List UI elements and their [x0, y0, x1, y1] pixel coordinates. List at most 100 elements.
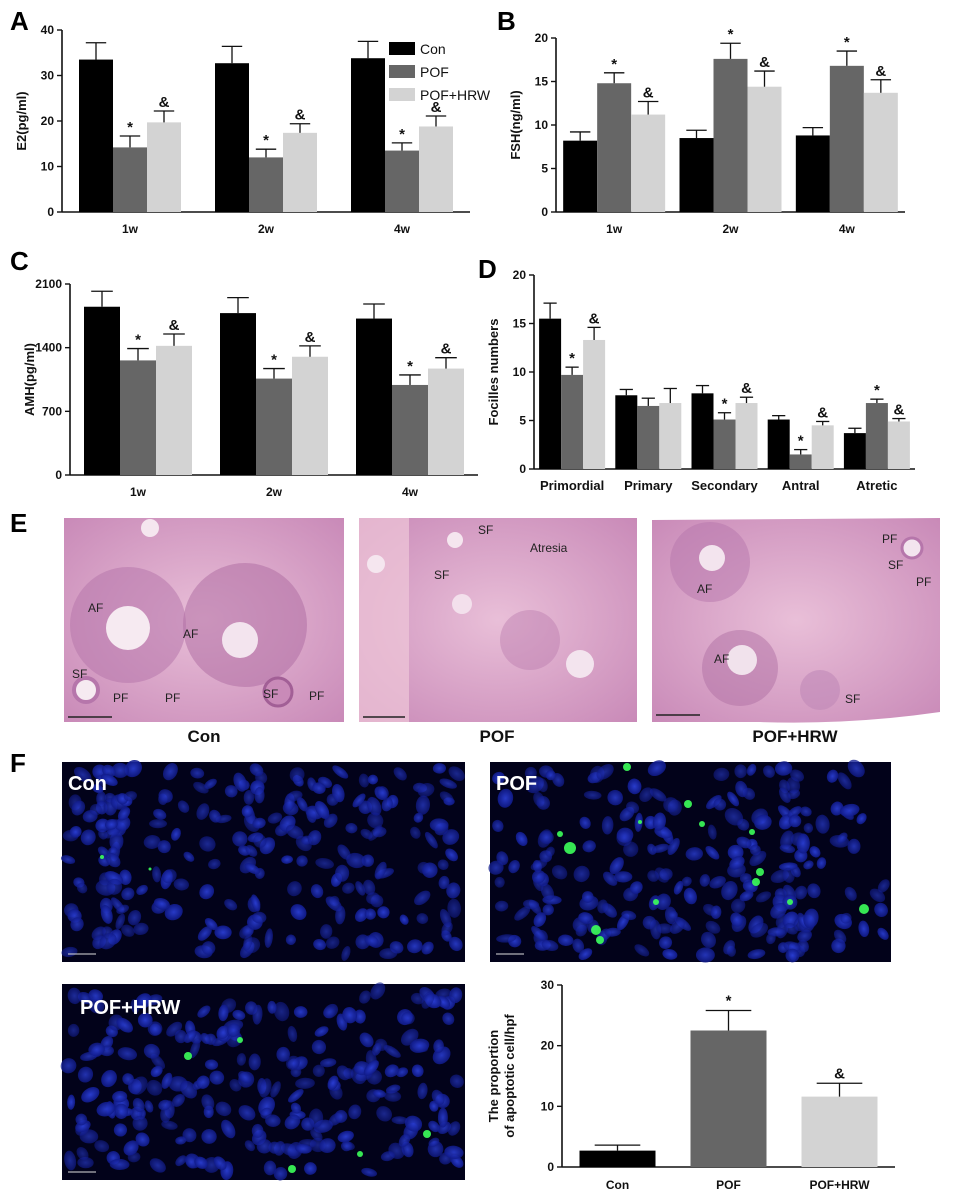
bar-F-Con: [579, 1150, 656, 1167]
nucleus: [803, 860, 814, 870]
nucleus: [639, 787, 654, 803]
nucleus: [166, 1021, 183, 1037]
tunel-image-con: [60, 759, 465, 962]
nucleus: [604, 927, 621, 937]
nucleus: [558, 934, 574, 946]
nucleus: [135, 1132, 150, 1147]
nucleus: [254, 787, 265, 804]
nucleus: [774, 761, 793, 776]
nucleus: [273, 1001, 290, 1022]
nucleus: [746, 763, 757, 776]
nucleus: [782, 867, 795, 883]
nucleus: [218, 1004, 229, 1022]
nucleus: [69, 826, 82, 838]
x-tick-label-B: 2w: [722, 222, 739, 236]
nucleus: [437, 859, 449, 870]
nucleus: [143, 1043, 160, 1059]
y-axis-title-A: E2(pg/ml): [14, 91, 29, 150]
nucleus: [342, 1007, 358, 1024]
nucleus: [200, 1033, 211, 1045]
nucleus: [444, 1145, 464, 1159]
nucleus: [840, 912, 852, 924]
apoptotic-cell: [749, 829, 755, 835]
nucleus: [117, 1047, 138, 1061]
bar-C-4w-POF: [392, 384, 428, 475]
chart-e2: 0 10 20 30 40 E2(pg/ml) * & 1w * & 2w * & 4w: [14, 23, 470, 236]
y-tick-label-B: 0: [541, 205, 548, 219]
x-tick-label-F: POF: [716, 1178, 741, 1192]
apoptotic-cell: [357, 1151, 363, 1157]
nucleus: [60, 855, 76, 864]
nucleus: [109, 1158, 130, 1170]
nucleus: [67, 1023, 80, 1037]
nucleus: [410, 826, 421, 839]
nucleus: [117, 806, 131, 821]
nucleus: [312, 1064, 325, 1077]
nucleus: [836, 832, 848, 844]
nucleus: [73, 766, 92, 783]
nucleus: [183, 851, 195, 862]
nucleus: [785, 948, 800, 963]
panel-label-e: E: [10, 508, 27, 538]
nucleus: [713, 798, 727, 811]
nucleus: [314, 800, 330, 820]
nucleus: [71, 800, 86, 816]
nucleus: [721, 881, 738, 901]
nucleus: [699, 874, 711, 887]
nucleus: [432, 763, 447, 774]
nucleus: [877, 927, 889, 940]
bar-C-2w-POF: [256, 378, 292, 475]
nucleus: [89, 803, 102, 816]
nucleus: [770, 902, 787, 919]
he-label-con-af-2: AF: [183, 627, 198, 641]
nucleus: [327, 1075, 339, 1091]
nucleus: [293, 1006, 308, 1018]
bar-C-4w-Con: [356, 318, 392, 475]
nucleus: [245, 845, 258, 857]
nucleus: [668, 910, 679, 920]
bar-C-1w-POF+HRW: [156, 345, 192, 475]
nucleus: [787, 806, 802, 818]
significance-mark-C: &: [441, 341, 452, 358]
nucleus: [130, 999, 140, 1014]
nucleus: [310, 1128, 323, 1142]
he-label-hrw-pf-2: PF: [916, 575, 931, 589]
nucleus: [325, 936, 340, 949]
nucleus: [64, 1150, 77, 1171]
apoptotic-cell: [623, 763, 631, 771]
nucleus: [311, 1039, 327, 1055]
nucleus: [60, 1058, 77, 1074]
nucleus: [398, 1133, 411, 1148]
he-caption-pof-hrw: POF+HRW: [752, 727, 838, 746]
nucleus: [524, 766, 537, 780]
nucleus: [204, 918, 218, 931]
x-tick-label-C: 2w: [266, 485, 283, 499]
y-tick-label-F: 30: [541, 978, 555, 992]
nucleus: [439, 778, 457, 789]
nucleus: [177, 800, 190, 813]
nucleus: [267, 1000, 277, 1014]
nucleus: [833, 929, 847, 944]
nucleus: [379, 948, 398, 960]
nucleus: [332, 765, 349, 779]
nucleus: [396, 1067, 409, 1078]
nucleus: [763, 765, 775, 778]
nucleus: [161, 1072, 173, 1089]
nucleus: [627, 778, 642, 795]
nucleus: [146, 1079, 163, 1096]
nucleus: [244, 1140, 255, 1152]
he-label-con-pf-3: PF: [309, 689, 324, 703]
nucleus: [227, 1023, 241, 1037]
nucleus: [121, 924, 135, 937]
nucleus: [137, 1012, 153, 1028]
nucleus: [778, 787, 791, 803]
nucleus: [539, 830, 554, 844]
nucleus: [175, 1136, 187, 1145]
nucleus: [431, 1089, 445, 1106]
nucleus: [384, 1064, 399, 1078]
nucleus: [410, 992, 425, 1005]
nucleus: [545, 846, 555, 857]
nucleus: [70, 917, 84, 932]
y-tick-label-C: 1400: [35, 341, 62, 355]
bar-A-2w-POF+HRW: [283, 132, 317, 212]
